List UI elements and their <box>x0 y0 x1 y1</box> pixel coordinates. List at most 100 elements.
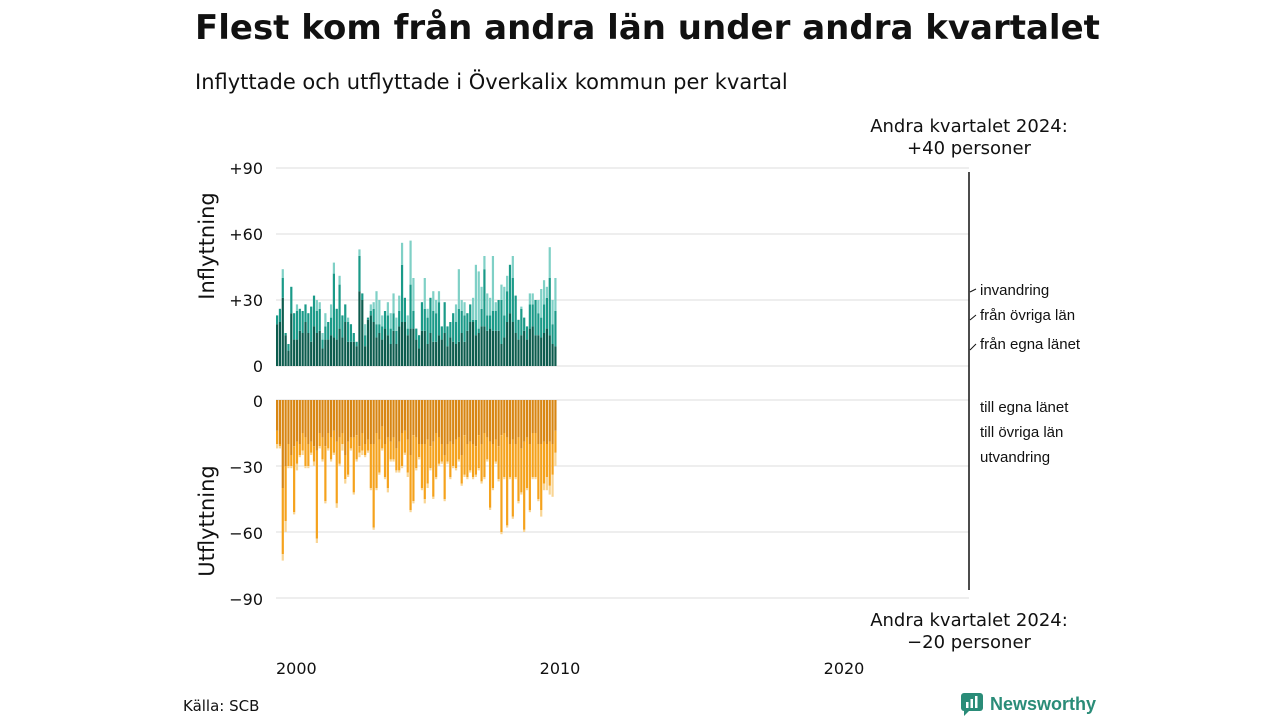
bar-inflyttning <box>429 333 432 366</box>
bar-inflyttning <box>542 333 546 366</box>
bar-utflyttning <box>426 400 429 440</box>
bar-inflyttning <box>446 346 449 366</box>
bar-utflyttning <box>500 532 503 535</box>
bar-inflyttning <box>420 330 424 366</box>
bar-inflyttning <box>531 293 534 305</box>
bar-utflyttning <box>483 400 486 433</box>
bar-inflyttning <box>537 313 540 336</box>
bar-inflyttning <box>426 308 429 318</box>
bar-utflyttning <box>409 455 412 510</box>
bar-utflyttning <box>528 510 531 513</box>
bar-utflyttning <box>534 433 537 477</box>
bar-utflyttning <box>352 492 355 495</box>
bar-inflyttning <box>477 328 480 333</box>
bar-utflyttning <box>446 444 449 462</box>
legend-fran-ovriga-lan: från övriga län <box>980 307 1075 324</box>
bar-utflyttning <box>287 444 290 466</box>
bar-utflyttning <box>540 400 543 444</box>
bar-inflyttning <box>497 300 500 331</box>
legend-utvandring: utvandring <box>980 449 1050 466</box>
bar-utflyttning <box>287 466 290 469</box>
bar-utflyttning <box>418 457 421 460</box>
bar-utflyttning <box>287 400 290 444</box>
bar-utflyttning <box>420 444 424 488</box>
bar-utflyttning <box>457 459 460 462</box>
bar-utflyttning <box>295 400 299 442</box>
bar-utflyttning <box>500 400 503 436</box>
bar-inflyttning <box>491 330 495 366</box>
bar-utflyttning <box>372 527 375 530</box>
bar-utflyttning <box>389 459 392 462</box>
bar-utflyttning <box>321 400 324 438</box>
bar-utflyttning <box>338 400 341 438</box>
bar-inflyttning <box>551 324 554 344</box>
bar-utflyttning <box>312 446 316 462</box>
bar-inflyttning <box>494 311 497 331</box>
bar-utflyttning <box>310 452 313 455</box>
bar-inflyttning <box>511 322 514 366</box>
bar-inflyttning <box>324 326 327 340</box>
bar-inflyttning <box>284 335 287 366</box>
bar-utflyttning <box>551 400 554 444</box>
bar-utflyttning <box>483 433 486 477</box>
bar-inflyttning <box>366 319 370 366</box>
bar-utflyttning <box>540 510 543 517</box>
bar-utflyttning <box>375 488 378 491</box>
bar-inflyttning <box>500 284 503 300</box>
bar-inflyttning <box>358 256 361 292</box>
bar-inflyttning <box>378 333 381 366</box>
bar-utflyttning <box>491 488 495 491</box>
bar-utflyttning <box>403 452 406 455</box>
bar-inflyttning <box>540 317 543 338</box>
bar-utflyttning <box>494 439 497 462</box>
bar-utflyttning <box>278 400 282 444</box>
bar-inflyttning <box>347 341 350 366</box>
bar-utflyttning <box>315 400 318 451</box>
bar-inflyttning <box>474 335 477 366</box>
bar-utflyttning <box>304 437 307 466</box>
bar-utflyttning <box>349 437 353 449</box>
bar-utflyttning <box>525 488 529 491</box>
bar-utflyttning <box>347 441 350 475</box>
bar-utflyttning <box>383 444 387 477</box>
bar-utflyttning <box>474 474 477 477</box>
bar-utflyttning <box>347 400 350 442</box>
bar-utflyttning <box>355 400 358 436</box>
bar-utflyttning <box>324 501 327 504</box>
bar-utflyttning <box>454 439 458 469</box>
bar-inflyttning <box>517 339 520 366</box>
bar-utflyttning <box>312 461 316 466</box>
bar-utflyttning <box>378 400 381 440</box>
x-tick-2010: 2010 <box>540 659 581 678</box>
bar-inflyttning <box>503 337 506 366</box>
bar-inflyttning <box>466 330 469 366</box>
bar-inflyttning <box>483 269 486 327</box>
bar-inflyttning <box>369 315 372 366</box>
bar-utflyttning <box>432 496 435 499</box>
bar-inflyttning <box>528 328 531 366</box>
bar-inflyttning <box>400 264 404 322</box>
bar-utflyttning <box>477 468 480 471</box>
bar-inflyttning <box>301 311 304 333</box>
bar-utflyttning <box>460 483 463 486</box>
bar-inflyttning <box>364 324 367 336</box>
bar-utflyttning <box>517 400 520 438</box>
top-annotation-line1: Andra kvartalet 2024: <box>870 116 1068 137</box>
bar-utflyttning <box>437 463 441 466</box>
y-axis-title-inflyttning: Inflyttning <box>195 192 219 299</box>
bar-inflyttning <box>486 293 489 316</box>
bar-inflyttning <box>375 337 378 366</box>
bar-inflyttning <box>506 275 509 292</box>
bars <box>276 240 557 561</box>
bar-utflyttning <box>506 525 509 528</box>
bar-utflyttning <box>460 455 463 484</box>
bar-inflyttning <box>383 328 387 366</box>
bar-utflyttning <box>545 477 548 491</box>
y-tick-bottom-30: −30 <box>229 458 263 477</box>
bar-inflyttning <box>540 289 543 318</box>
bar-utflyttning <box>440 400 443 444</box>
bar-utflyttning <box>489 400 492 442</box>
bar-inflyttning <box>474 319 477 336</box>
bar-inflyttning <box>520 308 523 336</box>
bar-utflyttning <box>341 433 344 444</box>
